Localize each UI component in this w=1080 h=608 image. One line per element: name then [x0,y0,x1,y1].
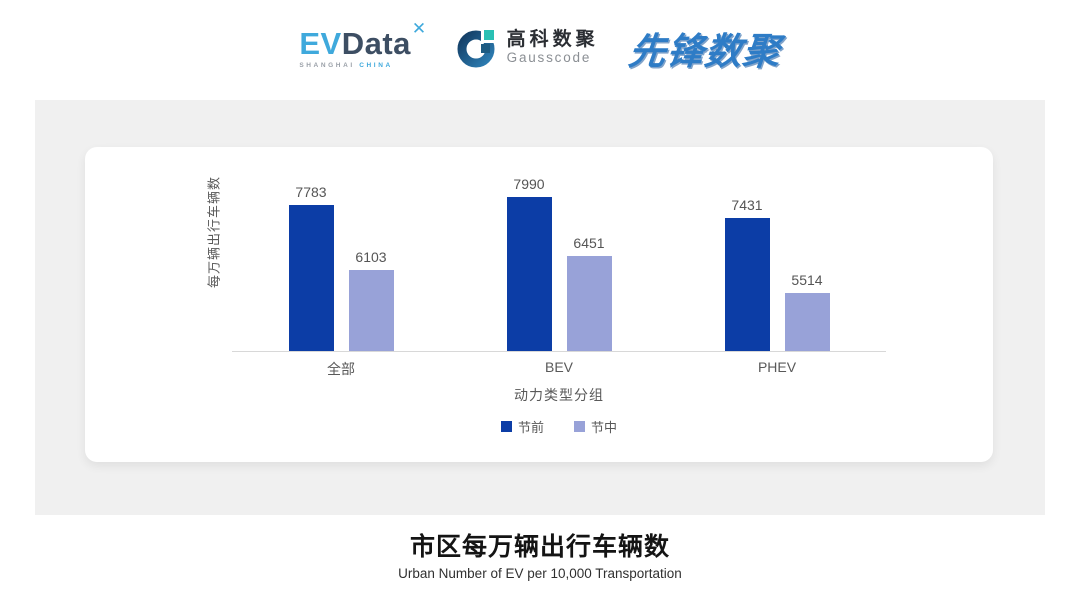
legend-swatch [500,421,512,432]
header: EV Data ✕ SHANGHAI CHINA 高科数聚 Gausscode 先锋… [0,0,1080,96]
bar-column: 7431 [724,197,770,351]
evdata-subtext: SHANGHAI CHINA [299,62,392,69]
bar-value-label: 7783 [295,183,327,200]
category-label: 全部 [327,361,355,377]
bar-value-label: 6103 [355,248,387,265]
bar-value-label: 5514 [791,271,823,288]
legend-swatch [574,421,585,432]
bar-value-label: 6451 [573,235,605,252]
bar [784,292,830,351]
evdata-logo: EV Data ✕ SHANGHAI CHINA [299,20,426,69]
pioneer-logo: 先锋数聚 [626,31,783,72]
bar [506,196,552,351]
category-label: BEV [544,359,573,375]
bar-group: 7431 5514 [724,197,830,351]
gausscode-g-icon [457,27,498,68]
bar-value-label: 7431 [731,197,763,214]
bar-column: 6451 [566,235,612,351]
bar [566,256,612,351]
bar [288,204,334,351]
legend-label: 节中 [591,420,618,435]
evdata-x-icon: ✕ [411,18,427,38]
legend-item: 节前 [500,417,544,436]
category-label: PHEV [757,359,797,375]
gausscode-en-text: Gausscode [506,50,592,66]
legend-label: 节前 [517,420,544,435]
gausscode-logo: 高科数聚 Gausscode [456,27,599,69]
chart-title: 市区每万辆出行车辆数 [409,533,670,561]
bar-plot: 7783 6103 7990 6451 7431 5514 [232,175,886,352]
chart-card: 每万辆出行车辆数 7783 6103 7990 6451 7431 5514 全部 BEV P… [85,147,993,462]
bar [348,269,394,351]
bar-value-label: 7990 [513,175,545,192]
evdata-ev-text: EV [299,25,342,61]
x-axis-label: 动力类型分组 [514,387,604,403]
chart-panel: 每万辆出行车辆数 7783 6103 7990 6451 7431 5514 全部 BEV P… [35,100,1045,515]
gausscode-text: 高科数聚 Gausscode [507,30,599,65]
bar-group: 7990 6451 [506,175,612,351]
evdata-data-text: Data [341,25,411,61]
chart-legend: 节前 节中 [232,417,886,436]
chart-subtitle: Urban Number of EV per 10,000 Transporta… [398,566,682,581]
legend-item: 节中 [574,417,617,436]
bar-column: 5514 [784,271,830,351]
bar [724,218,770,351]
bar-column: 6103 [348,248,394,351]
bar-column: 7783 [288,183,334,351]
category-axis: 全部 BEV PHEV [232,359,886,379]
evdata-wordmark: EV Data ✕ [299,20,426,61]
bar-column: 7990 [506,175,552,351]
evdata-china-text: CHINA [359,61,393,69]
evdata-shanghai-text: SHANGHAI [299,61,355,69]
y-axis-label: 每万辆出行车辆数 [206,175,222,289]
gausscode-cn-text: 高科数聚 [506,29,599,51]
bar-group: 7783 6103 [288,183,394,351]
